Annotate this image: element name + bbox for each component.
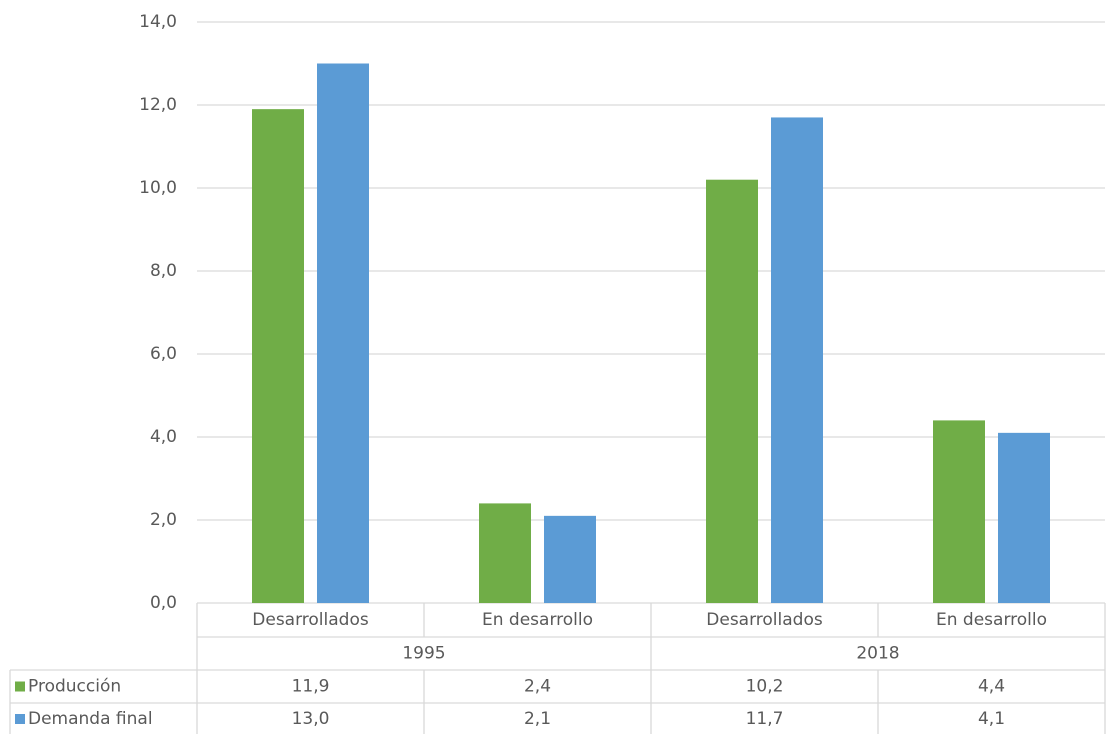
y-tick-label: 4,0 — [150, 427, 177, 447]
legend-swatch — [15, 681, 25, 692]
table-value: 4,1 — [978, 709, 1005, 729]
bar — [252, 109, 304, 604]
y-tick-label: 14,0 — [139, 12, 177, 32]
y-tick-label: 10,0 — [139, 178, 177, 198]
y-tick-label: 12,0 — [139, 95, 177, 115]
table-value: 13,0 — [292, 709, 330, 729]
y-tick-label: 0,0 — [150, 593, 177, 613]
table-value: 11,9 — [292, 677, 330, 697]
bar — [544, 515, 596, 603]
x-tick-label: Desarrollados — [706, 610, 823, 630]
y-tick-label: 6,0 — [150, 344, 177, 364]
y-tick-label: 2,0 — [150, 510, 177, 530]
bar — [317, 63, 369, 603]
table-value: 4,4 — [978, 677, 1005, 697]
group-label: 1995 — [402, 644, 445, 664]
bar — [933, 420, 985, 603]
x-tick-label: En desarrollo — [482, 610, 593, 630]
bar — [771, 117, 823, 603]
table-value: 10,2 — [746, 677, 784, 697]
bar — [706, 179, 758, 603]
table-value: 2,4 — [524, 677, 551, 697]
legend-swatch — [15, 714, 25, 724]
y-tick-label: 8,0 — [150, 261, 177, 281]
group-label: 2018 — [856, 644, 899, 664]
legend-label: Producción — [28, 677, 121, 697]
table-value: 11,7 — [746, 709, 784, 729]
legend-label: Demanda final — [28, 709, 153, 729]
bar — [479, 503, 531, 603]
table-value: 2,1 — [524, 709, 551, 729]
x-tick-label: En desarrollo — [936, 610, 1047, 630]
x-tick-label: Desarrollados — [252, 610, 369, 630]
bar — [998, 432, 1050, 603]
